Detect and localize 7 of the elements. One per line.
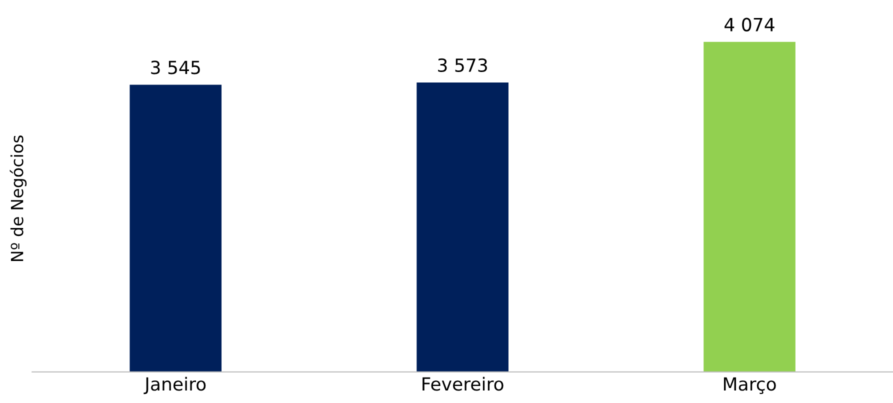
x-tick-label: Março — [724, 377, 776, 394]
data-label: 4 074 — [724, 18, 774, 32]
data-label: 3 545 — [151, 60, 200, 74]
x-tick-label: Fevereiro — [422, 376, 504, 391]
data-label: 3 573 — [438, 58, 487, 72]
x-tick-label: Janeiro — [144, 376, 206, 394]
y-axis-title: Nº de Negócios — [10, 136, 27, 262]
